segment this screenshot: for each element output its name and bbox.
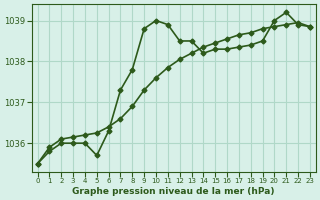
X-axis label: Graphe pression niveau de la mer (hPa): Graphe pression niveau de la mer (hPa) <box>73 187 275 196</box>
